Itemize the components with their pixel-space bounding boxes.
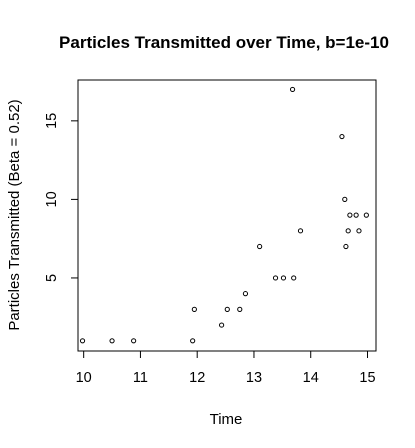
data-point (257, 243, 263, 250)
data-point (190, 338, 196, 344)
data-point (224, 306, 230, 312)
data-point (109, 338, 115, 344)
y-axis-label: Particles Transmitted (Beta = 0.52) (6, 99, 23, 330)
data-point (356, 228, 362, 234)
data-point (242, 291, 249, 297)
x-tick-label: 13 (246, 370, 262, 386)
x-tick-label: 14 (303, 370, 319, 386)
y-axis: 5 10 15 (44, 113, 79, 282)
data-point (79, 338, 86, 344)
data-point (272, 275, 279, 281)
data-point (219, 322, 225, 328)
y-tick-label: 10 (44, 191, 60, 207)
data-point (191, 306, 197, 312)
x-tick-label: 10 (76, 370, 92, 386)
y-tick-label: 15 (44, 113, 60, 129)
data-point (347, 212, 353, 218)
data-point (131, 338, 137, 344)
x-axis: 10 11 12 13 14 15 (76, 350, 376, 386)
data-point (363, 212, 369, 218)
x-tick-label: 12 (189, 370, 205, 386)
data-point (291, 275, 297, 281)
data-point (280, 275, 287, 281)
x-tick-label: 11 (133, 370, 148, 386)
data-point (339, 133, 345, 140)
chart-title: Particles Transmitted over Time, b=1e-10 (59, 33, 389, 52)
data-point (353, 212, 359, 218)
plot-frame (77, 79, 377, 352)
data-point (345, 228, 351, 234)
data-point (289, 86, 296, 93)
data-point (342, 196, 348, 202)
x-axis-label: Time (210, 411, 243, 428)
x-tick-label: 15 (359, 370, 375, 386)
data-points (79, 86, 369, 344)
data-point (343, 243, 349, 250)
data-point (297, 228, 304, 234)
data-point (237, 306, 243, 312)
y-tick-label: 5 (44, 274, 60, 282)
